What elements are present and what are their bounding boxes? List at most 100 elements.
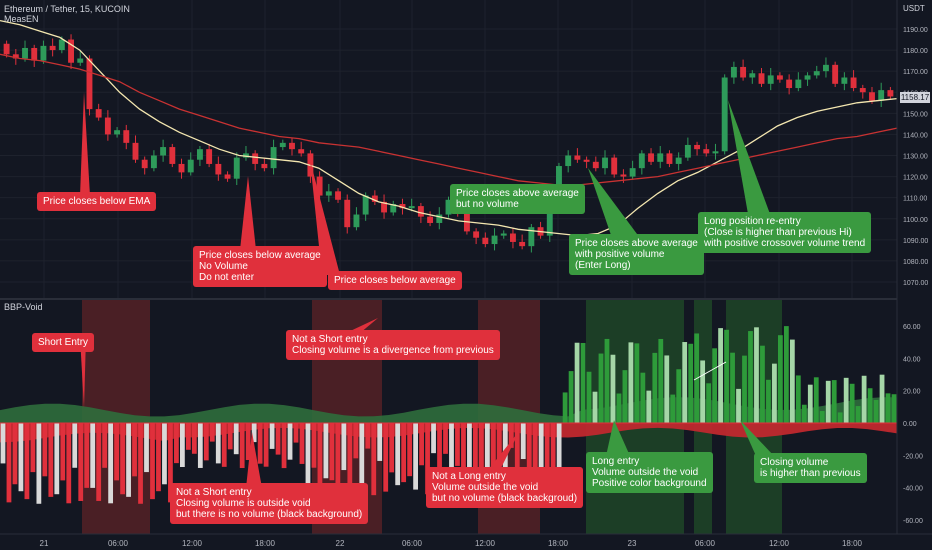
currency-label: USDT (903, 4, 925, 13)
candle-body-86 (795, 79, 802, 89)
candle-body-56 (519, 241, 526, 247)
sub-indicator-label: BBP-Void (4, 302, 43, 312)
time-tick-11: 18:00 (842, 539, 863, 548)
candle-body-26 (243, 153, 249, 158)
volume-bar-55 (329, 423, 335, 481)
volume-bar-2 (12, 423, 18, 485)
candle-body-81 (749, 73, 756, 78)
volume-bar-117 (700, 360, 706, 423)
candle-body-53 (491, 235, 498, 245)
volume-bar-17 (102, 423, 108, 468)
volume-bar-113 (676, 369, 682, 423)
candle-body-91 (841, 77, 848, 84)
volume-bar-127 (760, 345, 765, 423)
volume-bar-102 (610, 354, 616, 423)
note-not-long: Not a Long entry Volume outside the void… (426, 467, 584, 508)
volume-bar-58 (347, 423, 353, 493)
volume-bar-81 (484, 423, 490, 472)
candle-body-51 (473, 231, 480, 238)
time-tick-4: 22 (336, 539, 345, 548)
candle-body-66 (611, 157, 618, 175)
volume-bar-65 (389, 423, 395, 473)
candle-body-96 (887, 90, 894, 97)
volume-bar-18 (108, 423, 114, 504)
time-tick-9: 06:00 (695, 539, 716, 548)
candle-body-76 (703, 149, 710, 154)
pointer-1 (240, 176, 256, 250)
volume-bar-70 (419, 423, 424, 466)
osc-tick-6: -60.00 (903, 518, 923, 525)
candle-body-48 (445, 199, 452, 215)
candle-body-44 (408, 206, 415, 209)
candle-body-40 (371, 195, 378, 202)
volume-bar-62 (371, 423, 377, 496)
price-tick-12: 1070.00 (903, 280, 928, 287)
volume-bar-131 (783, 326, 789, 423)
volume-bar-67 (401, 423, 407, 483)
price-tick-6: 1130.00 (903, 154, 928, 161)
volume-bar-148 (885, 393, 891, 423)
candle-body-90 (832, 64, 839, 84)
volume-bar-103 (616, 393, 622, 423)
volume-bar-108 (646, 390, 652, 423)
volume-bar-42 (251, 423, 257, 443)
volume-bar-115 (688, 343, 694, 423)
candle-body-30 (279, 142, 286, 148)
volume-bar-133 (795, 375, 801, 423)
candle-body-7 (68, 39, 74, 63)
candle-body-87 (804, 75, 811, 80)
volume-bar-10 (60, 423, 66, 481)
last-price-tag: 1158.17 (900, 92, 930, 103)
candle-body-3 (31, 47, 38, 61)
volume-bar-101 (604, 338, 610, 423)
osc-tick-1: 40.00 (903, 356, 921, 363)
candle-body-79 (730, 66, 737, 78)
volume-bar-41 (245, 423, 251, 461)
candle-body-61 (565, 155, 572, 167)
volume-bar-3 (18, 423, 24, 492)
volume-bar-118 (706, 383, 712, 423)
candle-body-31 (289, 142, 295, 150)
candle-body-67 (620, 174, 627, 177)
volume-bar-121 (724, 329, 729, 423)
volume-bar-92 (550, 423, 556, 478)
volume-bar-45 (269, 423, 275, 449)
candle-body-93 (859, 88, 866, 93)
candle-body-36 (335, 191, 341, 200)
price-tick-2: 1170.00 (903, 69, 928, 76)
volume-bar-69 (413, 423, 418, 490)
candle-body-62 (574, 155, 581, 160)
volume-bar-138 (825, 380, 831, 423)
candle-body-15 (141, 159, 148, 169)
candle-body-55 (509, 233, 516, 242)
volume-bar-88 (526, 423, 532, 493)
volume-bar-72 (431, 423, 436, 454)
candle-body-13 (123, 130, 130, 143)
note-not-short-outside-void: Not a Short entry Closing volume is outs… (170, 483, 369, 524)
candle-body-50 (463, 210, 470, 232)
volume-bar-109 (652, 352, 658, 423)
price-tick-5: 1140.00 (903, 132, 928, 139)
volume-bar-43 (257, 423, 263, 464)
volume-bar-34 (203, 423, 209, 461)
volume-bar-130 (778, 335, 783, 423)
volume-bar-56 (335, 423, 341, 487)
candle-body-35 (325, 191, 332, 196)
volume-bar-129 (772, 363, 777, 423)
volume-bar-20 (120, 423, 125, 495)
candle-body-34 (316, 176, 323, 196)
candle-body-43 (399, 203, 406, 209)
volume-bar-143 (855, 406, 861, 423)
candle-body-22 (206, 149, 213, 164)
volume-bar-28 (168, 423, 173, 503)
candle-body-38 (353, 214, 360, 228)
volume-bar-54 (323, 423, 329, 479)
volume-bar-99 (592, 391, 598, 423)
volume-bar-59 (353, 423, 359, 459)
pointer-4 (588, 168, 640, 238)
candle-body-89 (823, 64, 829, 72)
price-tick-1: 1180.00 (903, 48, 928, 55)
volume-bar-15 (90, 423, 96, 488)
volume-bar-119 (712, 348, 717, 423)
volume-bar-30 (180, 423, 185, 467)
